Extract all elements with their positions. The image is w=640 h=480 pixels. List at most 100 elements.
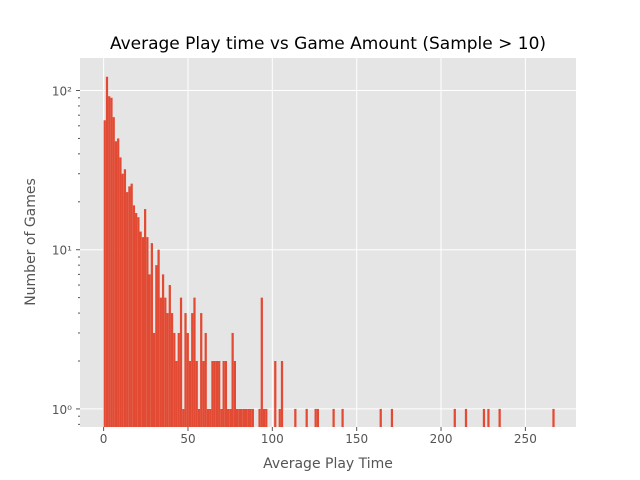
histogram-bar — [197, 408, 201, 427]
histogram-bar — [552, 408, 555, 427]
histogram-bar — [182, 408, 185, 427]
histogram-bar — [175, 360, 178, 427]
histogram-bar — [229, 408, 232, 427]
histogram-bar — [220, 408, 223, 427]
histogram-bar — [242, 408, 245, 427]
histogram-bar — [224, 360, 228, 427]
histogram-bar — [191, 313, 194, 427]
x-tick-label: 50 — [180, 432, 195, 446]
histogram-bar — [206, 408, 210, 427]
histogram-bar — [148, 274, 151, 427]
histogram-bar — [213, 360, 216, 427]
histogram-bar — [251, 408, 254, 427]
bars — [103, 76, 555, 428]
histogram-bar — [262, 408, 266, 427]
histogram-bar — [218, 360, 221, 427]
histogram-bar — [135, 213, 138, 427]
histogram-bar — [265, 408, 268, 427]
histogram-bar — [482, 408, 486, 427]
histogram-bar — [186, 332, 189, 427]
histogram-bar — [168, 285, 171, 427]
histogram-bar — [240, 408, 243, 427]
histogram-bar — [150, 243, 153, 427]
y-axis-ticks: 10⁰ 10¹ 10² — [52, 84, 80, 425]
histogram-bar — [390, 408, 394, 427]
histogram-bar — [341, 408, 344, 427]
histogram-bar — [249, 408, 252, 427]
histogram-bar — [146, 237, 149, 427]
histogram-bar — [244, 408, 248, 427]
histogram-bar — [215, 360, 219, 427]
histogram-bar — [204, 332, 207, 427]
histogram-bar — [227, 408, 230, 427]
y-tick-label: 10² — [52, 84, 72, 98]
histogram-bar — [464, 408, 468, 427]
histogram-bar — [152, 332, 156, 427]
histogram-bar — [139, 231, 142, 427]
y-tick-label: 10⁰ — [52, 403, 72, 417]
histogram-bar — [170, 313, 174, 427]
histogram-bar — [132, 205, 136, 427]
histogram-bar — [209, 408, 212, 427]
x-tick-label: 200 — [430, 432, 453, 446]
histogram-bar — [222, 360, 225, 427]
x-tick-label: 250 — [514, 432, 537, 446]
histogram-bar — [278, 408, 281, 427]
histogram-bar — [177, 332, 180, 427]
histogram-bar — [193, 297, 196, 427]
histogram-bar — [130, 183, 133, 427]
histogram-bar — [379, 408, 382, 427]
histogram-bar — [119, 157, 122, 427]
histogram-bar — [231, 332, 234, 427]
histogram-bar — [123, 169, 127, 427]
histogram-bar — [141, 237, 145, 427]
histogram-bar — [305, 408, 308, 427]
histogram-bar — [280, 360, 284, 427]
histogram-bar — [294, 408, 297, 427]
x-axis-ticks: 0 50 100 150 200 250 — [100, 427, 537, 446]
histogram-bar — [258, 408, 261, 427]
histogram-bar — [487, 408, 490, 427]
histogram-bar — [110, 97, 113, 428]
x-tick-label: 0 — [100, 432, 108, 446]
histogram-bar — [159, 297, 162, 427]
x-tick-label: 100 — [261, 432, 284, 446]
histogram-bar — [332, 408, 335, 427]
histogram-bar — [184, 313, 187, 427]
histogram-bar — [112, 117, 115, 428]
histogram-bar — [173, 332, 176, 427]
histogram-bar — [260, 297, 263, 427]
histogram-bar — [157, 249, 160, 427]
histogram-bar — [211, 360, 214, 427]
histogram-bar — [179, 297, 183, 427]
grid-lines — [80, 58, 576, 427]
histogram-bar — [195, 360, 198, 427]
histogram-bar — [121, 173, 124, 427]
histogram-bar — [114, 141, 118, 428]
x-axis-label: Average Play Time — [263, 456, 393, 472]
histogram-bar — [247, 408, 250, 427]
histogram-bar — [161, 274, 165, 427]
histogram-bar — [274, 360, 277, 427]
histogram-bar — [126, 192, 129, 427]
histogram-bar — [164, 297, 167, 427]
histogram-bar — [128, 186, 131, 427]
histogram-bar — [155, 265, 158, 427]
y-tick-label: 10¹ — [52, 244, 72, 258]
x-tick-label: 150 — [345, 432, 368, 446]
histogram-bar — [314, 408, 317, 427]
histogram-bar — [105, 76, 109, 427]
histogram-bar — [117, 138, 120, 427]
chart-title: Average Play time vs Game Amount (Sample… — [110, 34, 546, 54]
histogram-bar — [236, 408, 239, 427]
histogram-bar — [108, 96, 111, 427]
histogram-bar — [166, 313, 169, 427]
histogram-bar — [498, 408, 501, 427]
histogram-bar — [103, 120, 106, 427]
y-axis-label: Number of Games — [23, 178, 39, 306]
histogram-bar — [202, 360, 205, 427]
histogram-bar — [144, 209, 147, 427]
histogram-bar — [188, 360, 192, 427]
histogram-bar — [137, 217, 140, 427]
